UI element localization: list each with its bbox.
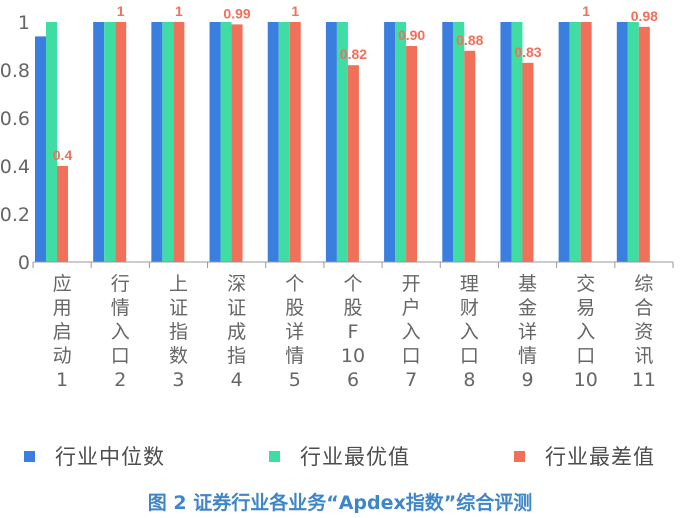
bar-series-3 bbox=[289, 22, 301, 262]
legend-item-worst[interactable]: 行业最差值 bbox=[514, 438, 655, 474]
data-label: 1 bbox=[291, 3, 299, 19]
x-tick-label: 理财入口 8 bbox=[460, 273, 479, 391]
bar-series-1 bbox=[209, 22, 221, 262]
bar-series-1 bbox=[616, 22, 628, 262]
bar-series-2 bbox=[46, 22, 57, 262]
x-tick-label: 深证成指 4 bbox=[227, 273, 246, 391]
bar-series-2 bbox=[453, 22, 465, 262]
bar-series-3 bbox=[231, 24, 243, 263]
x-tick-label: 综合资讯 11 bbox=[632, 273, 656, 391]
data-label: 0.4 bbox=[53, 147, 73, 163]
data-label: 1 bbox=[117, 3, 125, 19]
legend-item-median[interactable]: 行业中位数 bbox=[24, 438, 165, 474]
data-label: 1 bbox=[582, 3, 590, 19]
y-tick-label: 0.4 bbox=[0, 156, 30, 178]
bar-series-2 bbox=[104, 22, 116, 262]
bar-series-3 bbox=[57, 166, 68, 262]
x-tick-label: 个股 F 10 6 bbox=[341, 273, 365, 391]
data-label: 0.99 bbox=[223, 5, 250, 21]
bar-series-3 bbox=[406, 46, 418, 262]
bar-series-1 bbox=[500, 22, 512, 262]
bar-series-1 bbox=[442, 22, 454, 262]
figure-caption: 图 2 证券行业各业务“Apdex指数”综合评测 bbox=[147, 492, 533, 514]
legend-swatch-worst bbox=[514, 450, 525, 462]
bar-series-3 bbox=[580, 22, 592, 262]
legend-label-median: 行业中位数 bbox=[55, 445, 165, 469]
y-tick-label: 0.8 bbox=[0, 60, 30, 82]
bar-series-1 bbox=[35, 36, 46, 263]
x-tick-label: 行情入口 2 bbox=[111, 273, 130, 391]
legend-item-best[interactable]: 行业最优值 bbox=[269, 438, 410, 474]
x-tick-label: 开户入口 7 bbox=[402, 273, 421, 391]
bar-series-2 bbox=[395, 22, 407, 262]
bar-series-3 bbox=[173, 22, 185, 262]
bar-series-2 bbox=[162, 22, 174, 262]
data-label: 0.98 bbox=[631, 8, 658, 24]
bar-series-1 bbox=[151, 22, 163, 262]
y-tick-label: 1 bbox=[18, 12, 30, 34]
x-tick-label: 交易入口 10 bbox=[574, 273, 598, 391]
y-tick-label: 0.2 bbox=[0, 204, 30, 226]
bar-series-2 bbox=[627, 22, 639, 262]
bar-series-1 bbox=[93, 22, 105, 262]
bar-series-2 bbox=[220, 22, 232, 262]
x-tick-label: 应用启动 1 bbox=[53, 273, 72, 391]
bar-series-1 bbox=[558, 22, 570, 262]
legend-swatch-best bbox=[269, 450, 280, 462]
bar-series-1 bbox=[325, 22, 337, 262]
bar-series-2 bbox=[336, 22, 348, 262]
bar-series-2 bbox=[511, 22, 523, 262]
bar-series-3 bbox=[638, 26, 650, 262]
x-tick-label: 基金详情 9 bbox=[518, 273, 537, 391]
bar-series-2 bbox=[278, 22, 290, 262]
bar-series-1 bbox=[267, 22, 279, 262]
legend-swatch-median bbox=[24, 450, 35, 462]
bar-series-3 bbox=[522, 62, 534, 262]
bar-series-3 bbox=[464, 50, 476, 262]
x-tick-label: 个股详情 5 bbox=[285, 273, 304, 391]
bar-chart: 0 0.2 0.4 0.6 0.8 1 0.4 1 1 0.99 1 0.82 0.90 0.88 0.83… bbox=[0, 3, 674, 391]
bar-series-1 bbox=[384, 22, 396, 262]
legend: 行业中位数 行业最优值 行业最差值 bbox=[0, 438, 680, 474]
data-label: 1 bbox=[175, 3, 183, 19]
data-label: 0.82 bbox=[340, 46, 367, 62]
y-tick-label: 0 bbox=[18, 252, 30, 274]
y-tick-label: 0.6 bbox=[0, 108, 30, 130]
data-label: 0.83 bbox=[514, 44, 541, 60]
data-label: 0.88 bbox=[456, 32, 483, 48]
legend-label-worst: 行业最差值 bbox=[545, 445, 655, 469]
data-label: 0.90 bbox=[398, 27, 425, 43]
legend-label-best: 行业最优值 bbox=[300, 445, 410, 469]
bar-series-3 bbox=[115, 22, 127, 262]
x-tick-label: 上证指数 3 bbox=[169, 273, 188, 391]
bar-series-3 bbox=[347, 65, 359, 262]
bar-series-2 bbox=[569, 22, 581, 262]
